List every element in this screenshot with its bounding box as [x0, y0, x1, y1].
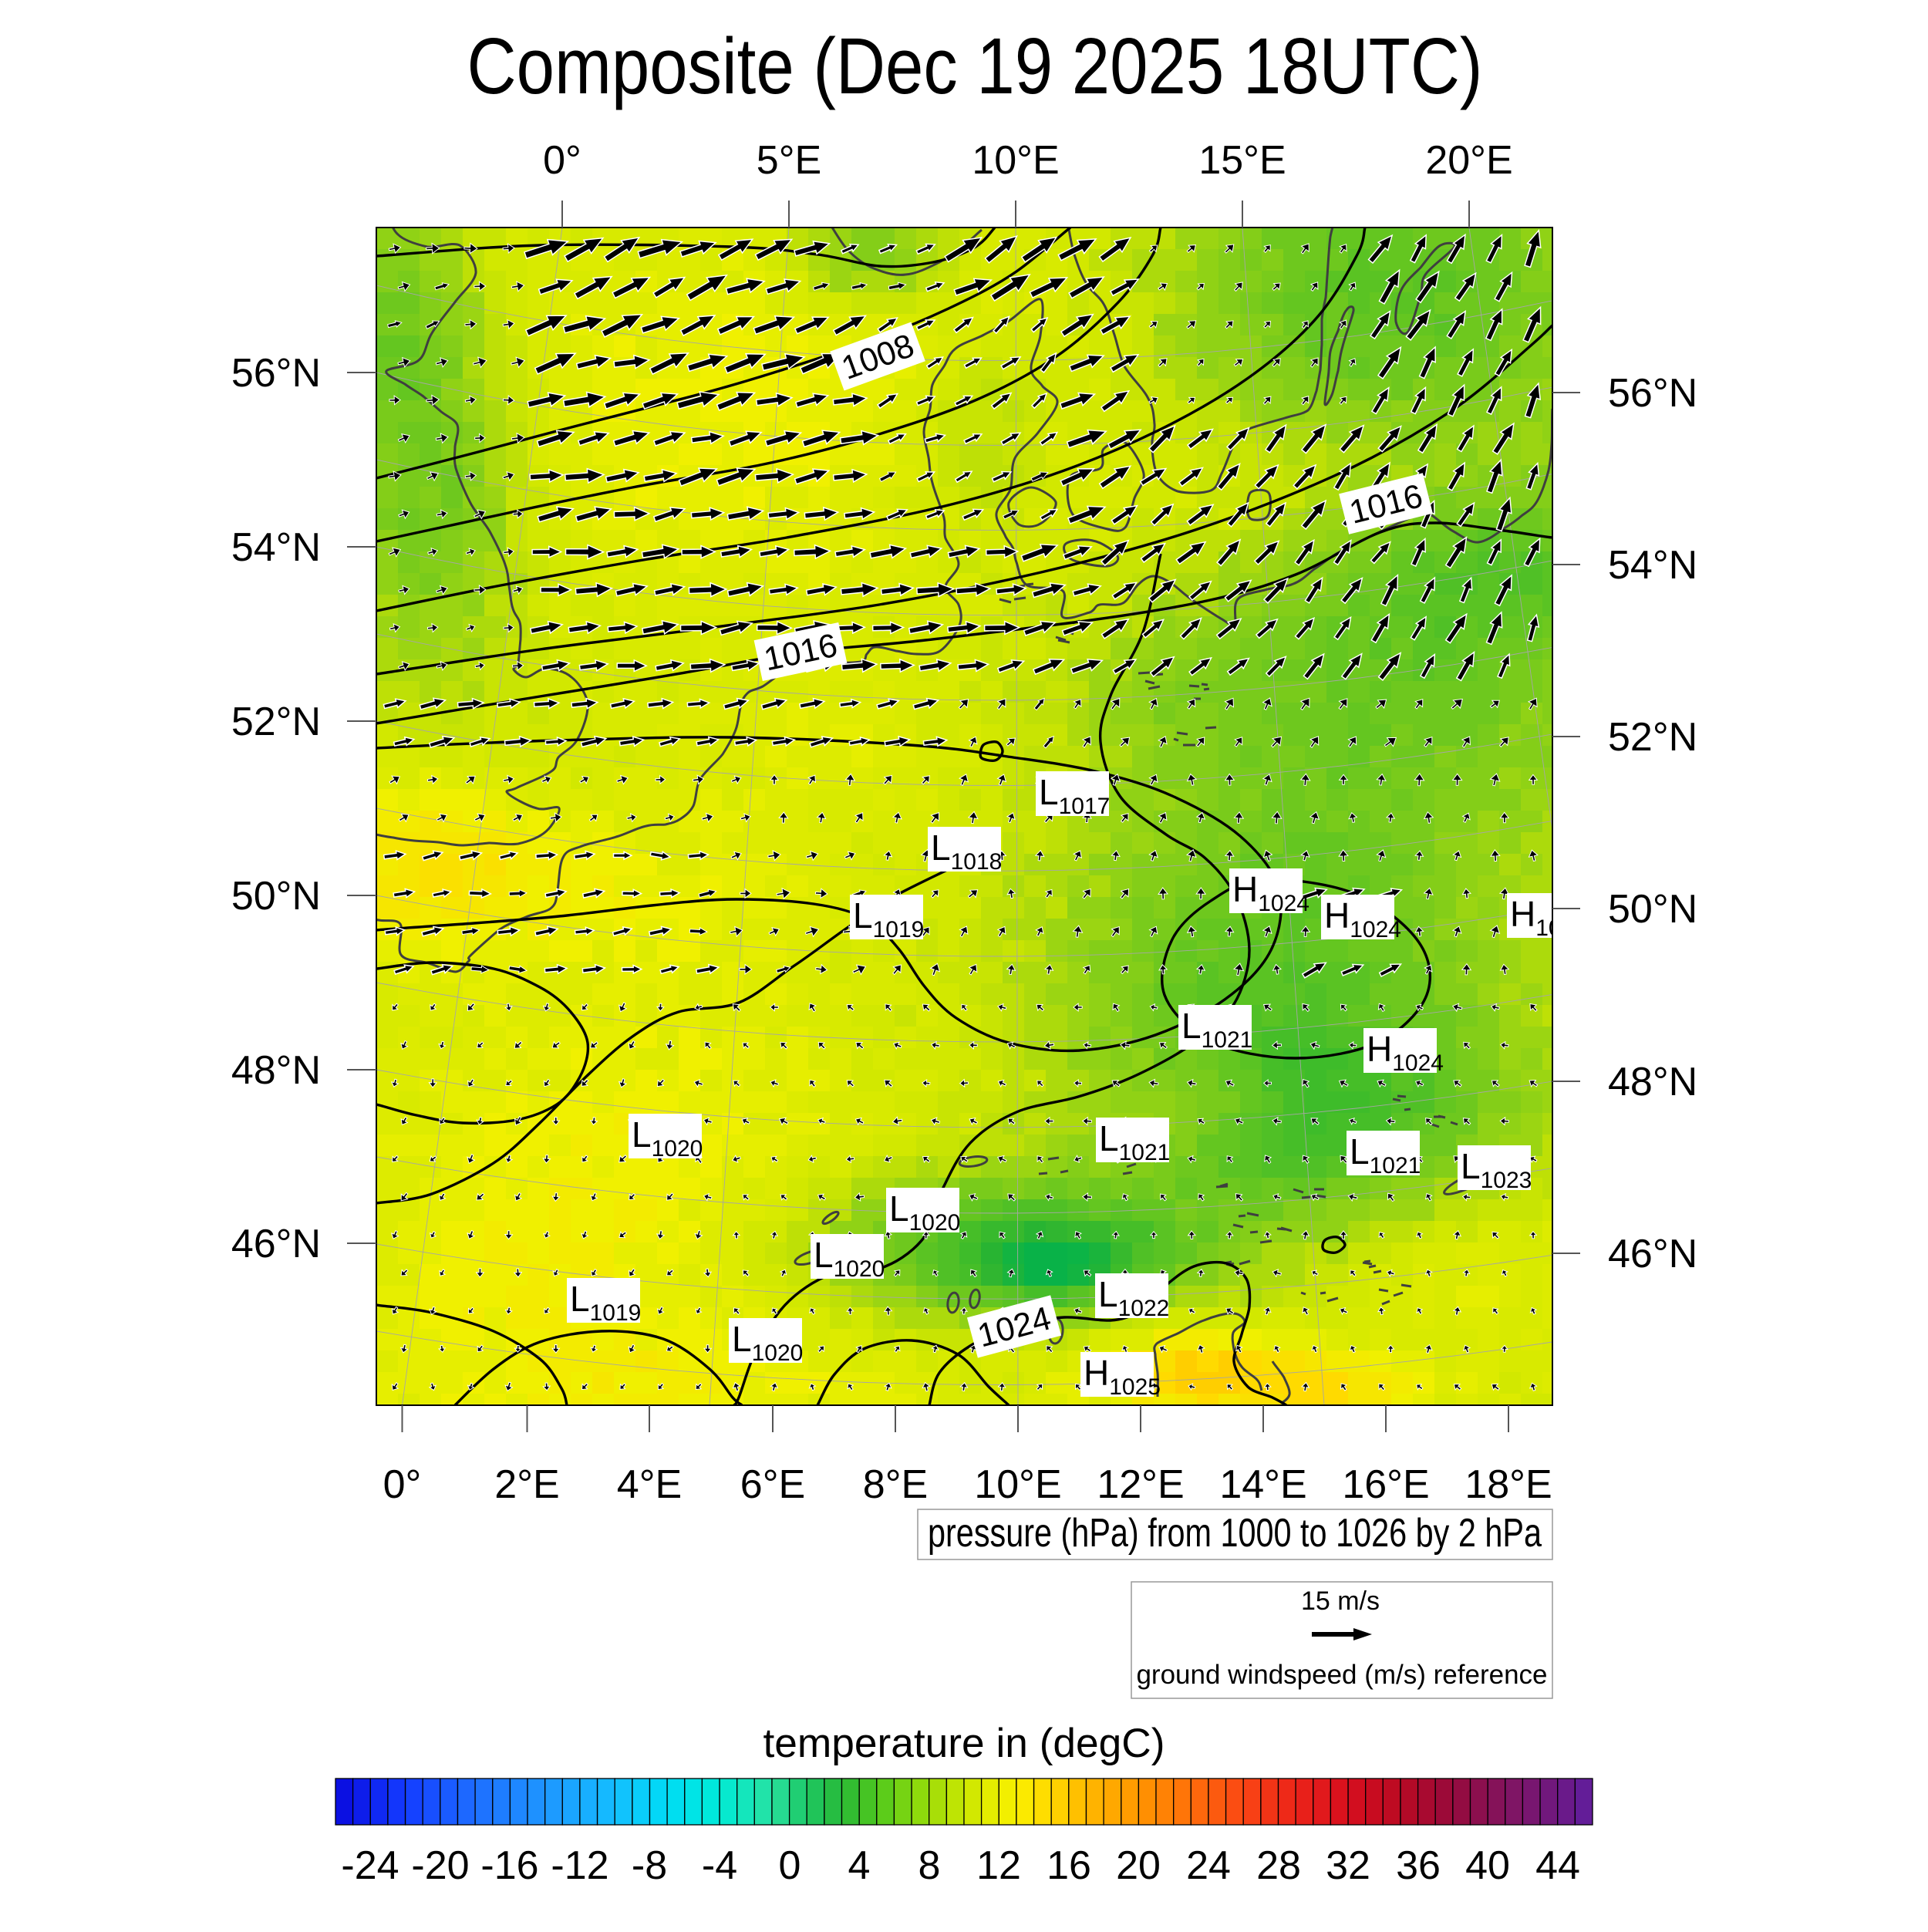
- svg-text:36: 36: [1396, 1843, 1441, 1888]
- svg-text:6°E: 6°E: [740, 1462, 805, 1507]
- svg-text:48°N: 48°N: [231, 1048, 321, 1093]
- svg-text:52°N: 52°N: [1608, 715, 1697, 760]
- svg-text:Composite (Dec 19 2025 18UTC): Composite (Dec 19 2025 18UTC): [467, 22, 1483, 110]
- svg-text:56°N: 56°N: [231, 351, 321, 396]
- svg-text:18°E: 18°E: [1465, 1462, 1552, 1507]
- svg-text:0°: 0°: [543, 138, 581, 183]
- svg-text:44: 44: [1535, 1843, 1580, 1888]
- svg-text:46°N: 46°N: [1608, 1232, 1697, 1276]
- svg-text:-12: -12: [551, 1843, 608, 1888]
- svg-text:10°E: 10°E: [972, 138, 1059, 183]
- svg-text:24: 24: [1186, 1843, 1231, 1888]
- svg-text:50°N: 50°N: [1608, 887, 1697, 932]
- svg-text:-4: -4: [702, 1843, 737, 1888]
- svg-text:16°E: 16°E: [1342, 1462, 1429, 1507]
- svg-text:-8: -8: [632, 1843, 667, 1888]
- svg-text:40: 40: [1465, 1843, 1510, 1888]
- svg-text:8: 8: [918, 1843, 941, 1888]
- svg-text:16: 16: [1047, 1843, 1091, 1888]
- svg-text:4°E: 4°E: [617, 1462, 682, 1507]
- svg-text:54°N: 54°N: [1608, 543, 1697, 588]
- svg-text:46°N: 46°N: [231, 1222, 321, 1266]
- svg-text:15 m/s: 15 m/s: [1301, 1586, 1380, 1616]
- svg-text:52°N: 52°N: [231, 700, 321, 744]
- svg-text:2°E: 2°E: [494, 1462, 559, 1507]
- svg-text:-20: -20: [411, 1843, 469, 1888]
- svg-text:50°N: 50°N: [231, 874, 321, 919]
- svg-text:12°E: 12°E: [1097, 1462, 1184, 1507]
- svg-text:32: 32: [1326, 1843, 1370, 1888]
- svg-text:0: 0: [779, 1843, 801, 1888]
- svg-text:8°E: 8°E: [863, 1462, 928, 1507]
- svg-text:0°: 0°: [383, 1462, 422, 1507]
- svg-text:pressure (hPa) from 1000 to 10: pressure (hPa) from 1000 to 1026 by 2 hP…: [928, 1511, 1542, 1556]
- svg-text:-16: -16: [480, 1843, 538, 1888]
- svg-text:5°E: 5°E: [757, 138, 821, 183]
- svg-text:12: 12: [976, 1843, 1021, 1888]
- svg-text:28: 28: [1256, 1843, 1301, 1888]
- svg-text:L1020: L1020: [732, 1319, 803, 1366]
- svg-text:H10: H10: [1510, 894, 1562, 941]
- svg-text:4: 4: [848, 1843, 871, 1888]
- svg-text:temperature in (degC): temperature in (degC): [763, 1721, 1165, 1766]
- svg-text:48°N: 48°N: [1608, 1060, 1697, 1104]
- svg-text:14°E: 14°E: [1219, 1462, 1306, 1507]
- svg-text:-24: -24: [341, 1843, 399, 1888]
- svg-text:54°N: 54°N: [231, 525, 321, 570]
- svg-text:20°E: 20°E: [1425, 138, 1512, 183]
- svg-text:15°E: 15°E: [1198, 138, 1286, 183]
- svg-text:10°E: 10°E: [974, 1462, 1061, 1507]
- svg-text:20: 20: [1116, 1843, 1161, 1888]
- svg-text:ground windspeed (m/s) referen: ground windspeed (m/s) reference: [1136, 1660, 1547, 1690]
- svg-text:56°N: 56°N: [1608, 371, 1697, 416]
